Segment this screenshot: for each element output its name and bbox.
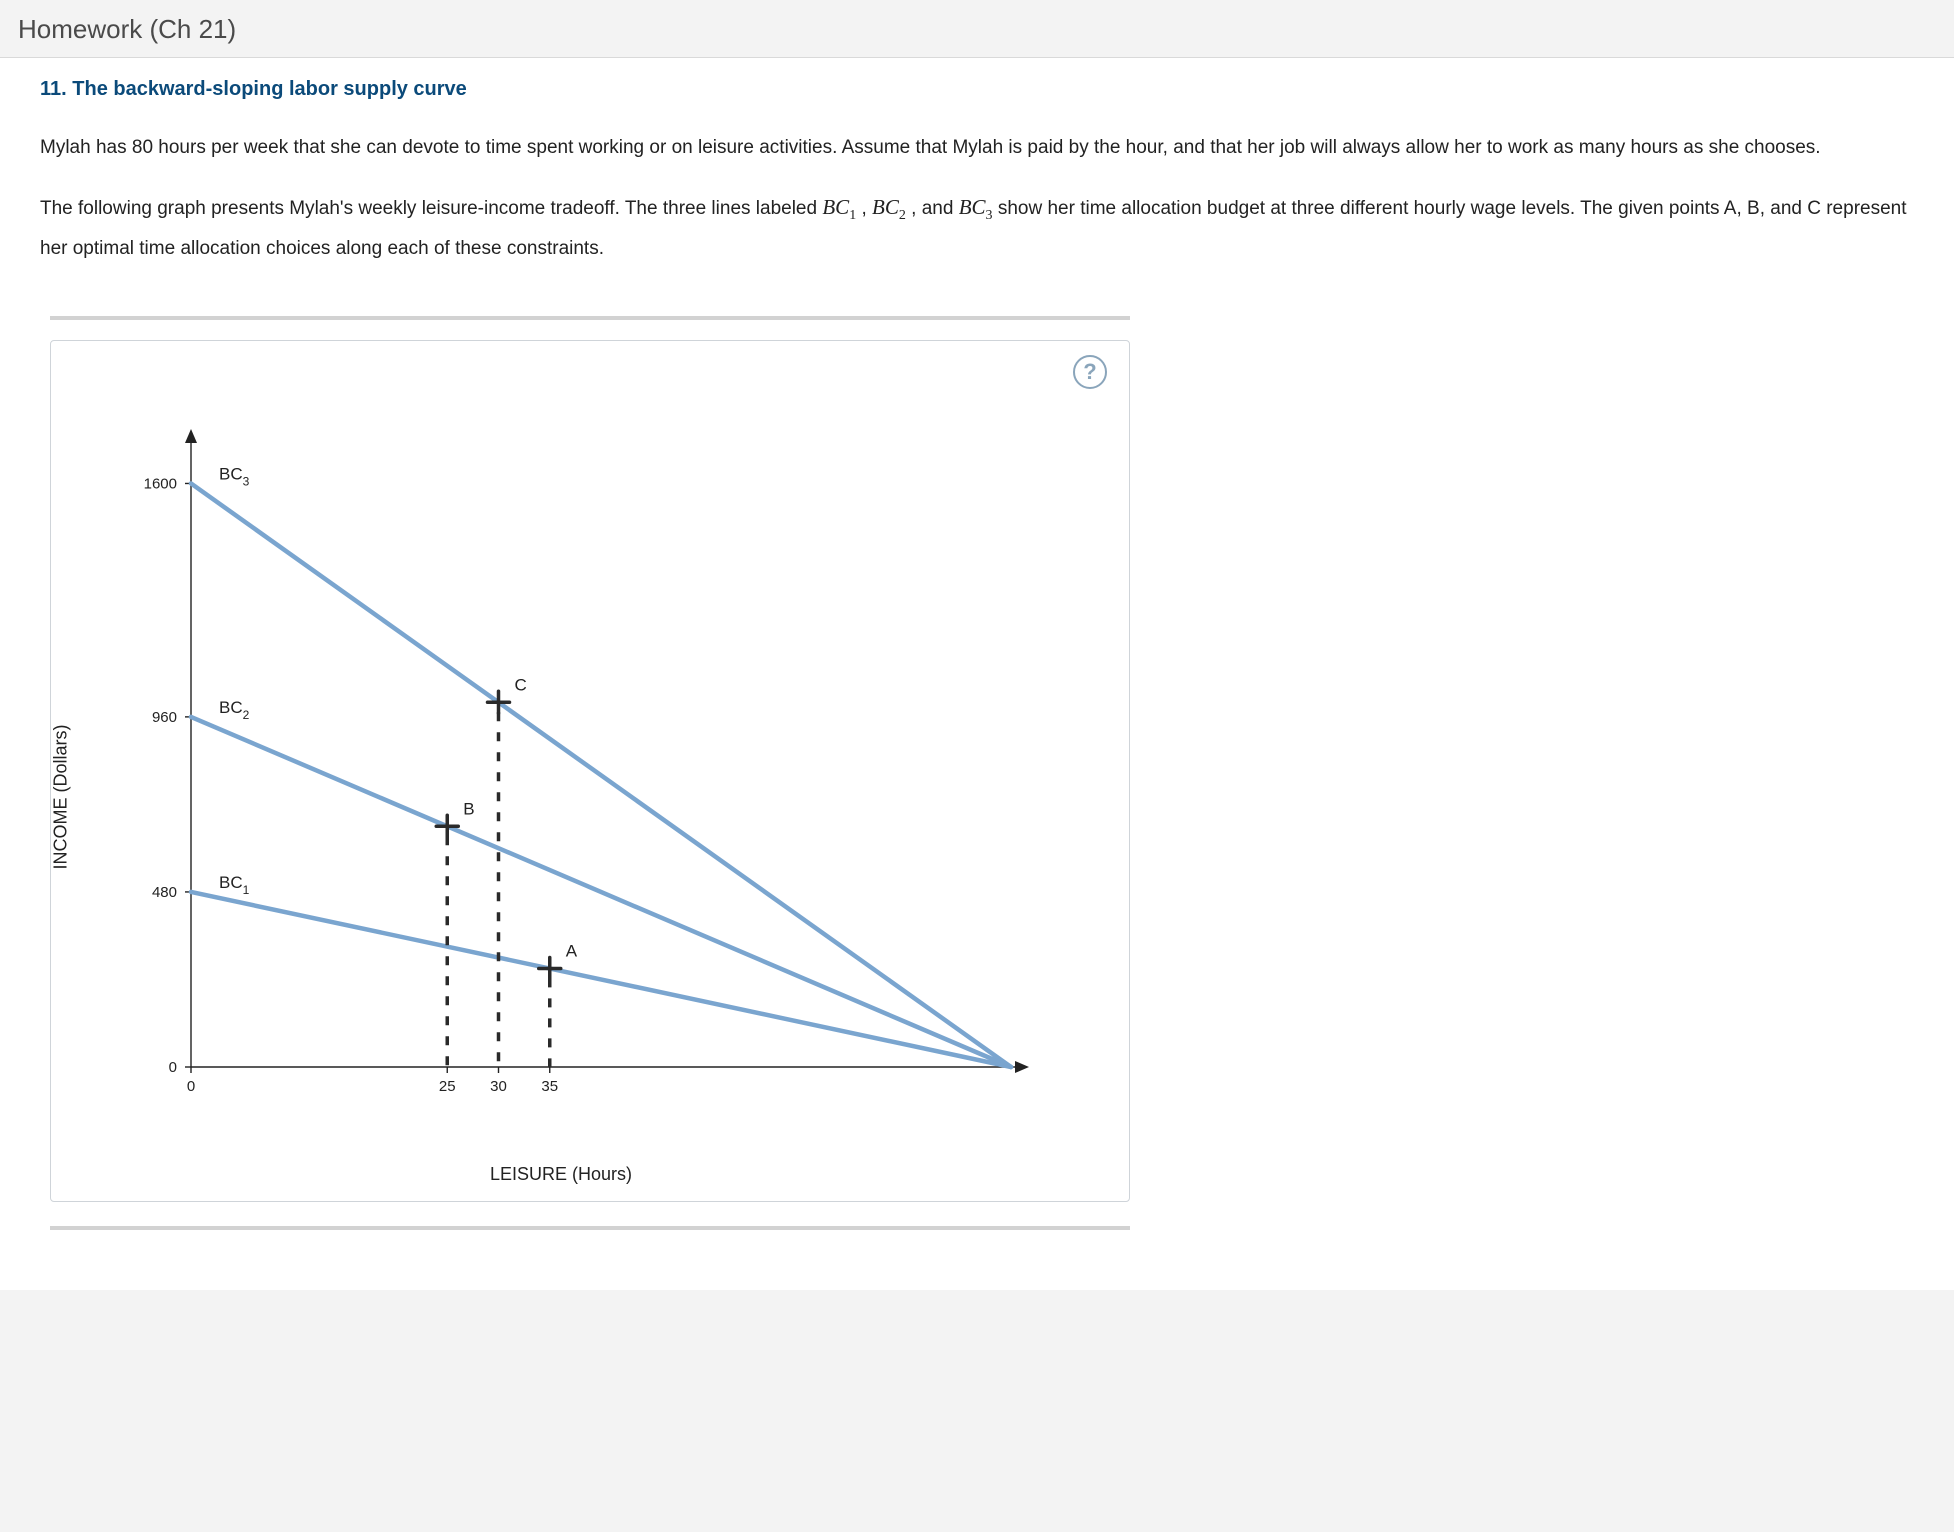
point-label-B: B xyxy=(463,799,474,818)
graph-card: ? INCOME (Dollars) 0 480 960 1600 0 25 30 35 BC1… xyxy=(50,340,1130,1202)
y-axis-label: INCOME (Dollars) xyxy=(51,725,72,870)
ytick-1600: 1600 xyxy=(144,476,177,493)
bc-label-1: BC1 xyxy=(219,873,250,897)
chart-svg[interactable]: 0 480 960 1600 0 25 30 35 BC1 BC2 BC3 A B C xyxy=(71,417,1031,1147)
x-axis-label: LEISURE (Hours) xyxy=(490,1164,632,1185)
ytick-480: 480 xyxy=(152,884,177,901)
bc1-var: BC1 xyxy=(822,195,856,219)
help-icon: ? xyxy=(1083,359,1096,385)
bc2-var: BC2 xyxy=(872,195,906,219)
para2-mid1: , xyxy=(861,198,872,219)
question-title: 11. The backward-sloping labor supply cu… xyxy=(40,78,1914,101)
point-label-C: C xyxy=(515,675,527,694)
help-button[interactable]: ? xyxy=(1073,355,1107,389)
para2-mid2: , and xyxy=(911,198,959,219)
ytick-0: 0 xyxy=(169,1059,177,1076)
page-title: Homework (Ch 21) xyxy=(18,14,236,44)
question-title-text: The backward-sloping labor supply curve xyxy=(72,78,467,100)
xtick-30: 30 xyxy=(490,1078,507,1095)
xtick-0: 0 xyxy=(187,1078,195,1095)
content-area: 11. The backward-sloping labor supply cu… xyxy=(0,58,1954,1290)
section-divider-top xyxy=(50,316,1130,320)
paragraph-1: Mylah has 80 hours per week that she can… xyxy=(40,129,1914,167)
xtick-25: 25 xyxy=(439,1078,456,1095)
para2-pre: The following graph presents Mylah's wee… xyxy=(40,198,822,219)
bc3-var: BC3 xyxy=(959,195,993,219)
section-divider-bottom xyxy=(50,1226,1130,1230)
xtick-35: 35 xyxy=(541,1078,558,1095)
bc-label-2: BC2 xyxy=(219,698,250,722)
point-label-A: A xyxy=(566,942,578,961)
page-header: Homework (Ch 21) xyxy=(0,0,1954,58)
ytick-960: 960 xyxy=(152,709,177,726)
bc-label-3: BC3 xyxy=(219,465,250,489)
bc-line-2[interactable] xyxy=(191,717,1011,1067)
question-number: 11. xyxy=(40,78,67,100)
paragraph-2: The following graph presents Mylah's wee… xyxy=(40,186,1914,268)
graph-area[interactable]: INCOME (Dollars) 048096016000253035BC1BC… xyxy=(71,417,1051,1177)
